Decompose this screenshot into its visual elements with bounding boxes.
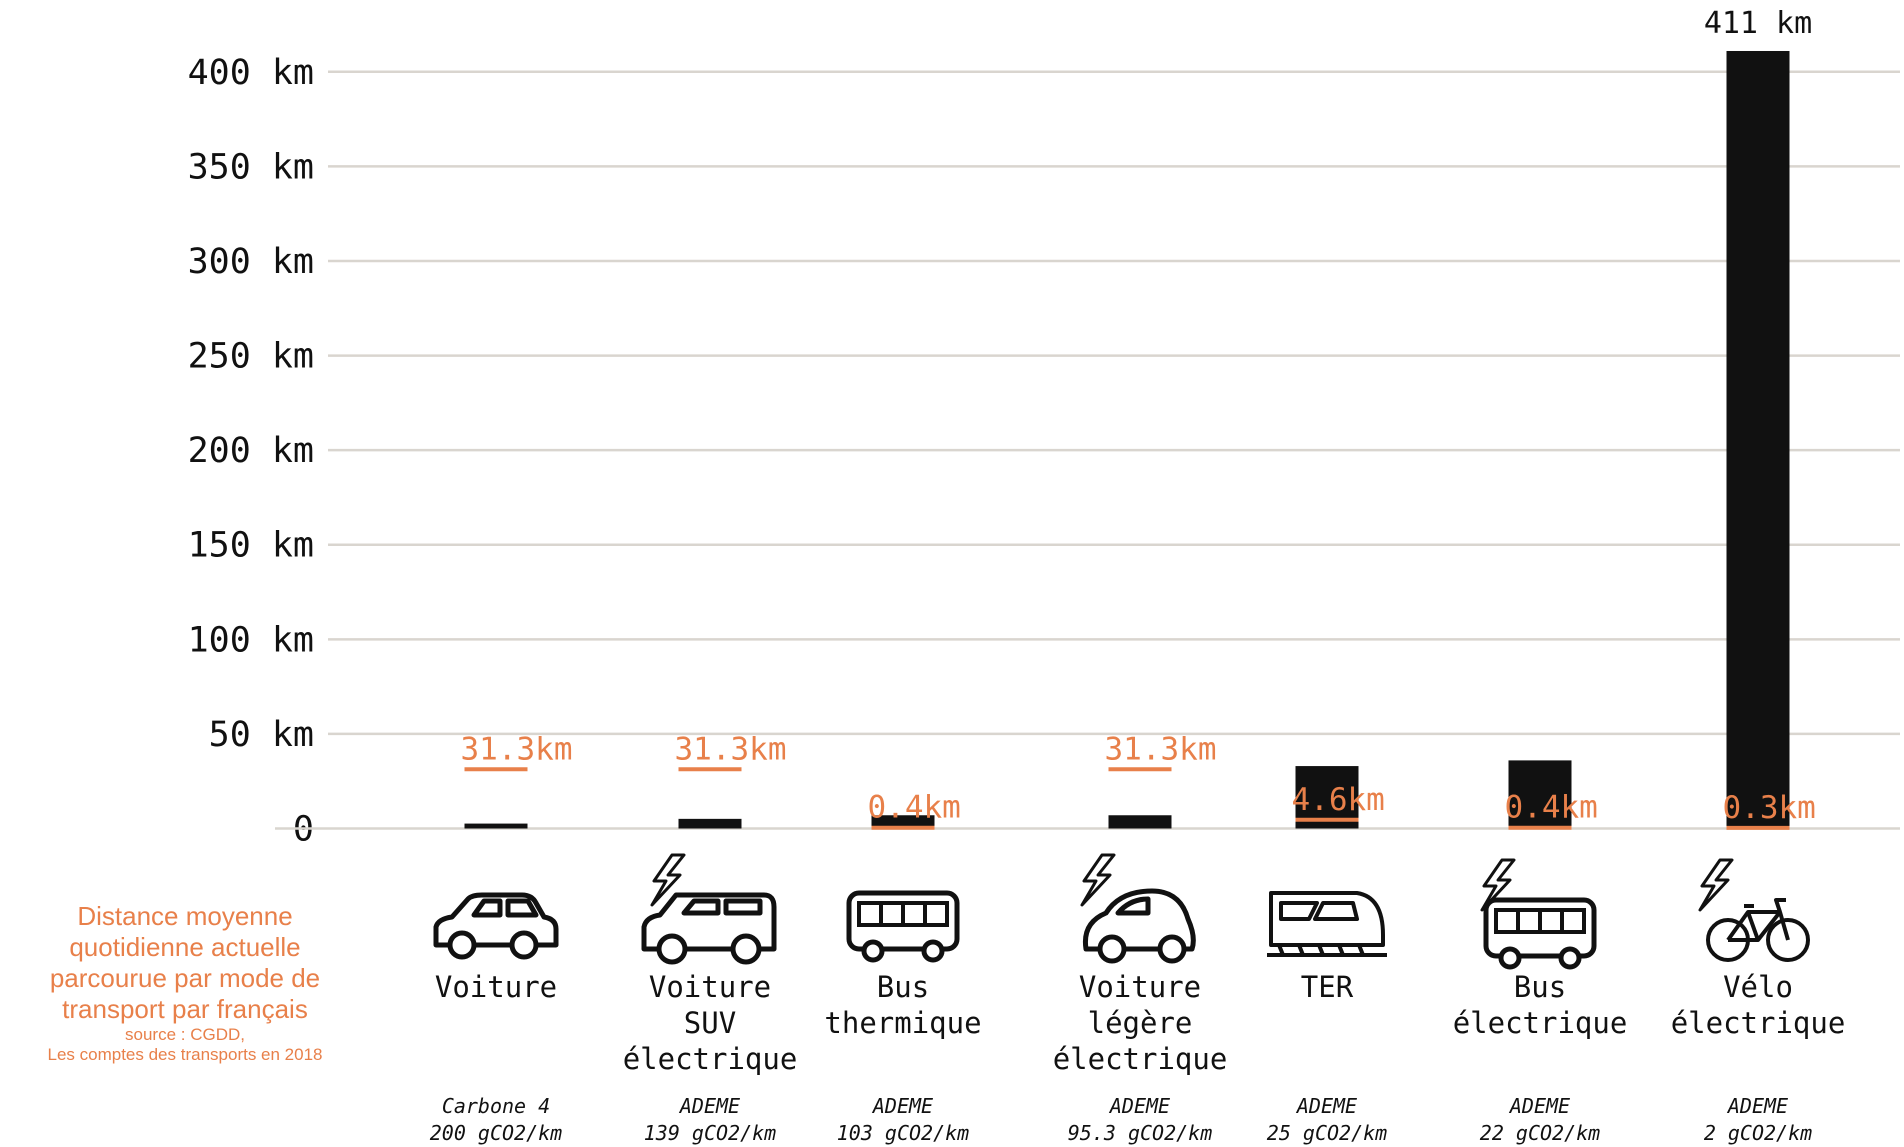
x-tick-label: électrique <box>623 1042 798 1076</box>
wheel <box>656 933 688 965</box>
value-label: 0.4km <box>1505 790 1598 826</box>
source-emission: 25 gCO2/km <box>1267 1121 1387 1145</box>
x-tick-label: Bus <box>1514 970 1566 1004</box>
bolt-icon <box>1698 858 1734 912</box>
source-name: ADEME <box>1508 1094 1570 1118</box>
legend-label: Distance moyenne <box>77 901 292 931</box>
source-emission: 95.3 gCO2/km <box>1068 1121 1213 1145</box>
x-tick-label: électrique <box>1053 1042 1228 1076</box>
bar <box>464 823 528 829</box>
bar <box>678 818 742 829</box>
x-tick-label: thermique <box>824 1006 981 1040</box>
value-label: 31.3km <box>461 731 573 767</box>
x-tick-label: légère <box>1088 1006 1193 1040</box>
wheel <box>1558 946 1582 970</box>
category-icon <box>1267 891 1387 957</box>
bus-icon <box>1483 897 1597 959</box>
bar <box>871 815 935 829</box>
bike-frame <box>1726 898 1790 942</box>
train-icon <box>1269 891 1385 947</box>
bolt-icon <box>1080 853 1116 907</box>
source-name: ADEME <box>1726 1094 1788 1118</box>
wheel <box>1157 934 1187 964</box>
source-name: Carbone 4 <box>442 1094 550 1118</box>
legend-label: parcourue par mode de <box>50 963 320 993</box>
x-tick-label: Voiture <box>435 970 557 1004</box>
bar <box>1726 50 1790 829</box>
category-icon <box>1480 858 1597 970</box>
bus-icon <box>846 890 960 952</box>
source-name: ADEME <box>678 1094 740 1118</box>
source-emission: 200 gCO2/km <box>430 1121 562 1145</box>
value-label: 0.3km <box>1723 790 1816 826</box>
x-tick-label: électrique <box>1671 1006 1846 1040</box>
x-tick-label: TER <box>1301 970 1354 1004</box>
wheel <box>1766 918 1810 962</box>
wheel <box>1097 934 1127 964</box>
wheel <box>861 939 885 963</box>
bus-windows <box>1494 908 1586 934</box>
x-tick-label: Vélo <box>1723 970 1793 1004</box>
category-icon <box>1080 853 1196 964</box>
wheel <box>509 930 539 960</box>
small-car-icon <box>1082 888 1196 952</box>
y-tick-label: 400 km <box>188 53 314 93</box>
bar <box>1108 815 1172 829</box>
category-icon <box>433 892 559 960</box>
bar <box>1508 760 1572 829</box>
bolt-icon <box>650 853 686 907</box>
y-tick-label: 100 km <box>188 620 314 660</box>
x-tick-label: SUV <box>684 1006 736 1040</box>
train-rail <box>1267 944 1387 957</box>
y-tick-label: 150 km <box>188 526 314 566</box>
source-emission: 2 gCO2/km <box>1704 1121 1812 1145</box>
source-name: ADEME <box>871 1094 933 1118</box>
source-emission: 103 gCO2/km <box>837 1121 969 1145</box>
bolt-icon <box>1480 858 1516 912</box>
y-tick-label: 200 km <box>188 431 314 471</box>
y-tick-label: 300 km <box>188 242 314 282</box>
source-note: source : CGDD, <box>125 1025 245 1044</box>
legend-label: transport par français <box>62 994 308 1024</box>
source-name: ADEME <box>1108 1094 1170 1118</box>
value-label: 0.4km <box>868 790 961 826</box>
value-label: 31.3km <box>675 731 787 767</box>
wheel <box>730 933 762 965</box>
y-tick-label: 50 km <box>209 715 314 755</box>
wheel <box>1498 946 1522 970</box>
x-tick-label: Bus <box>877 970 929 1004</box>
x-tick-label: Voiture <box>649 970 771 1004</box>
source-name: ADEME <box>1295 1094 1357 1118</box>
suv-icon <box>641 892 777 952</box>
y-tick-label: 250 km <box>188 337 314 377</box>
category-icon <box>846 890 960 963</box>
category-icon <box>1698 858 1810 962</box>
wheel <box>447 930 477 960</box>
car-icon <box>433 892 559 948</box>
source-emission: 22 gCO2/km <box>1480 1121 1600 1145</box>
wheel <box>921 939 945 963</box>
source-emission: 139 gCO2/km <box>644 1121 776 1145</box>
x-tick-label: Voiture <box>1079 970 1201 1004</box>
value-label: 411 km <box>1704 6 1812 41</box>
y-tick-label: 350 km <box>188 147 314 187</box>
value-label: 4.6km <box>1292 782 1385 818</box>
bus-windows <box>857 901 949 927</box>
category-icon <box>641 853 777 965</box>
x-tick-label: électrique <box>1453 1006 1628 1040</box>
legend-label: quotidienne actuelle <box>69 932 300 962</box>
source-note: Les comptes des transports en 2018 <box>48 1045 323 1064</box>
value-label: 31.3km <box>1105 731 1217 767</box>
